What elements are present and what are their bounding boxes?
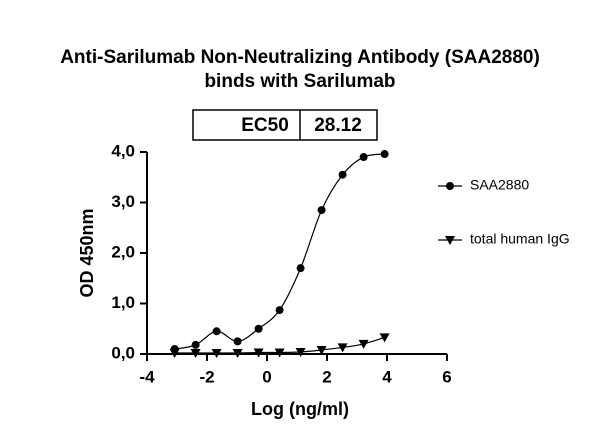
ec50-value: 28.12: [314, 115, 362, 136]
point: [337, 343, 348, 353]
y-tick-label: 2,0: [111, 242, 135, 261]
x-tick-label: 4: [382, 367, 392, 386]
ec50-box: [192, 109, 378, 141]
point: [254, 324, 263, 333]
y-tick-label: 0,0: [111, 343, 135, 362]
x-tick-label: 2: [322, 367, 331, 386]
point: [275, 306, 284, 315]
point: [274, 348, 285, 358]
point: [380, 150, 389, 159]
point: [295, 347, 306, 357]
point: [190, 348, 201, 358]
point: [232, 348, 243, 358]
ec50-label: EC50: [241, 115, 289, 136]
point: [316, 345, 327, 355]
point: [253, 348, 264, 358]
y-axis-label: OD 450nm: [77, 208, 97, 297]
chart-title: Anti-Sarilumab Non-Neutralizing Antibody…: [60, 47, 540, 68]
legend-label: total human IgG: [470, 231, 570, 247]
point: [212, 327, 221, 336]
x-tick-label: 6: [442, 367, 451, 386]
legend-label: SAA2880: [470, 177, 529, 193]
point: [191, 340, 200, 349]
x-axis-label: Log (ng/ml): [251, 399, 349, 419]
legend-marker: [446, 182, 454, 190]
point: [358, 339, 369, 349]
point: [359, 153, 368, 162]
point: [379, 333, 390, 343]
legend-marker: [445, 236, 455, 245]
y-tick-label: 1,0: [111, 293, 135, 312]
y-tick-label: 4,0: [111, 141, 135, 160]
x-tick-label: -2: [199, 367, 214, 386]
chart-title: binds with Sarilumab: [204, 71, 395, 92]
point: [317, 206, 326, 215]
x-tick-label: -4: [139, 367, 155, 386]
point: [296, 264, 305, 273]
y-tick-label: 3,0: [111, 192, 135, 211]
x-tick-label: 0: [262, 367, 271, 386]
point: [338, 170, 347, 179]
point: [211, 348, 222, 358]
point: [169, 348, 180, 358]
fit-curve: [174, 153, 385, 350]
point: [233, 337, 242, 346]
